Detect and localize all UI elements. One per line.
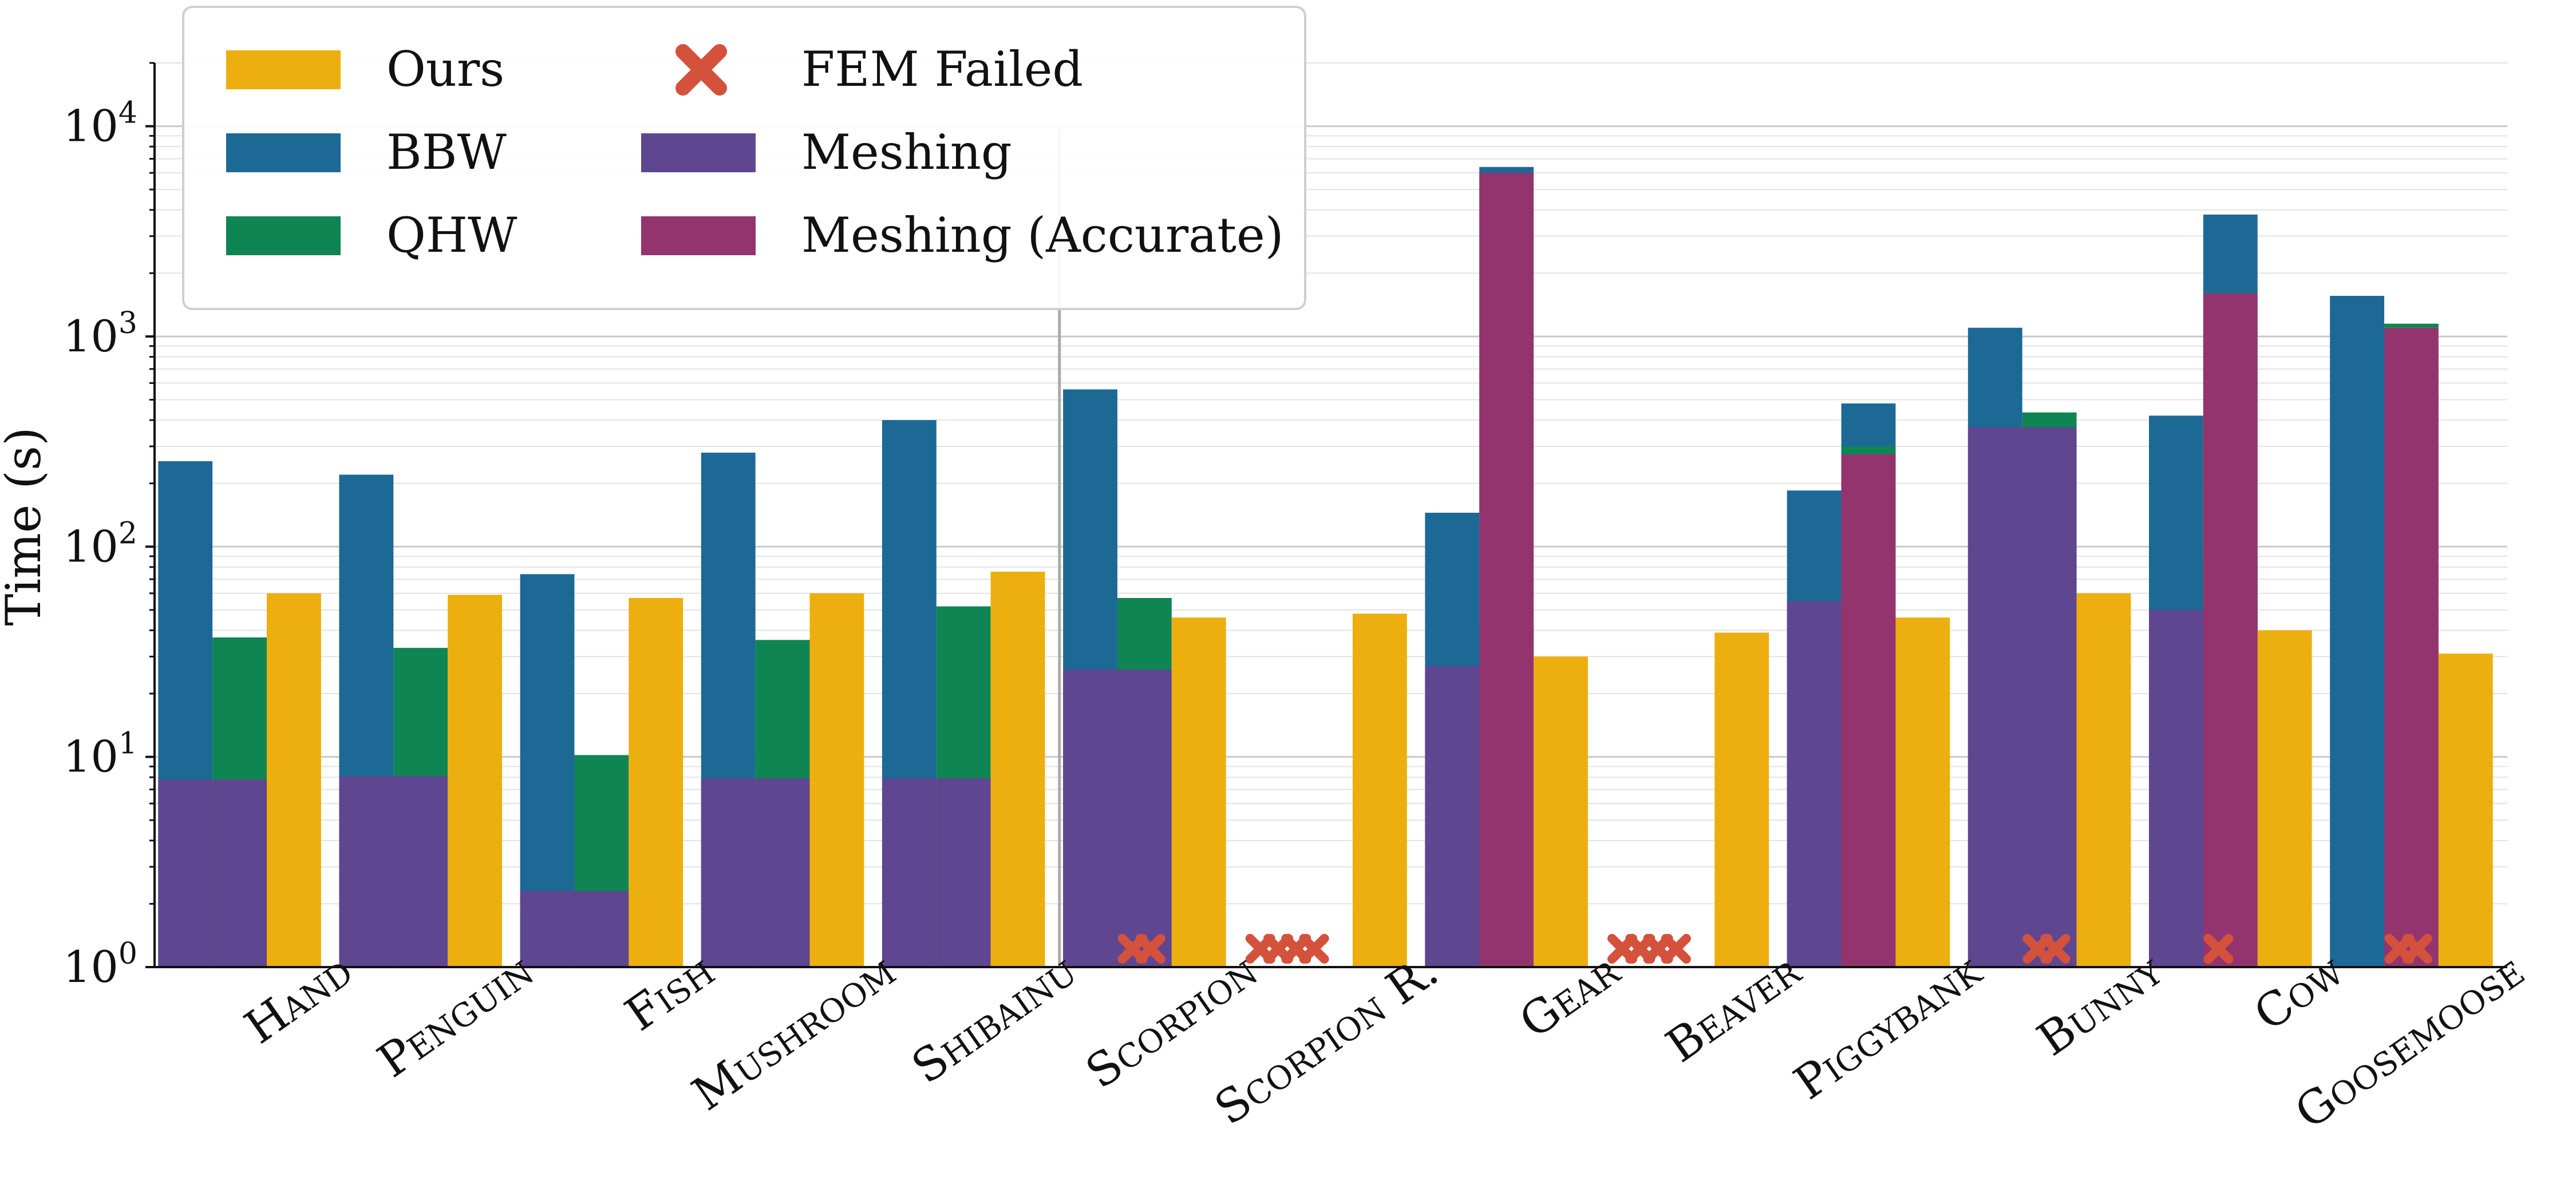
bar-ours	[990, 572, 1045, 967]
y-tick-label: 103	[63, 306, 137, 362]
bar-meshing-accurate	[1841, 454, 1896, 967]
bar-bbw-meshing	[2149, 609, 2203, 967]
legend-label: QHW	[386, 207, 517, 263]
bar-ours	[629, 597, 683, 967]
bar-qhw-meshing	[393, 776, 448, 967]
bar-bbw-meshing	[1967, 427, 2022, 967]
bar-qhw-meshing	[574, 891, 629, 967]
bar-ours	[2076, 593, 2131, 967]
fem-failed-marker	[1661, 934, 1691, 964]
bar-qhw-meshing	[755, 778, 810, 967]
fem-failed-marker-layer	[1117, 934, 2432, 964]
legend-label: Meshing	[801, 124, 1012, 180]
bar-ours	[809, 593, 864, 967]
y-tick-label: 101	[63, 727, 137, 782]
bar-ours	[448, 595, 503, 967]
y-axis-title: Time (s)	[0, 427, 52, 626]
legend-label: Ours	[386, 41, 504, 97]
legend-swatch	[226, 133, 341, 172]
axis-layer: 100 101 102 103 104 Time (s)	[0, 62, 2507, 992]
legend-label: FEM Failed	[801, 41, 1083, 97]
y-tick-label: 104	[63, 96, 137, 152]
bar-accurate-qhw	[2384, 323, 2439, 328]
bar-ours	[1534, 656, 1588, 967]
bar-bbw-meshing	[1063, 670, 1117, 967]
legend-swatch	[226, 50, 341, 89]
legend: Ours BBW QHW FEM Failed Meshing Meshing (Accu…	[182, 6, 1306, 310]
bar-bbw-meshing	[1787, 601, 1842, 967]
bar-bbw-meshing	[701, 778, 756, 967]
bar-meshing-accurate	[2203, 293, 2258, 968]
fem-failed-marker	[1135, 934, 1165, 964]
bar-bbw-meshing	[520, 891, 575, 967]
bar-bbw-meshing	[158, 779, 213, 967]
legend-fem-failed-marker	[675, 44, 727, 96]
bar-ours	[1714, 632, 1769, 967]
bar-qhw-meshing	[1117, 670, 1172, 967]
bar-ours	[2438, 654, 2493, 967]
fem-failed-marker	[2040, 934, 2071, 964]
bar-qhw-meshing	[212, 779, 267, 967]
bar-qhw-meshing	[2022, 427, 2077, 967]
legend-swatch	[226, 216, 341, 255]
bar-bbw	[2330, 295, 2385, 967]
bar-bbw-meshing	[1425, 666, 1480, 967]
bar-ours	[1171, 617, 1226, 967]
bar-ours	[1352, 613, 1407, 967]
legend-label: Meshing (Accurate)	[801, 207, 1283, 263]
legend-swatch	[641, 133, 756, 172]
y-tick-label: 100	[63, 937, 137, 992]
bar-ours	[267, 593, 321, 967]
bar-meshing-accurate	[1479, 173, 1534, 967]
fem-failed-marker	[2203, 934, 2234, 964]
bar-qhw-meshing	[936, 778, 991, 967]
category-label-layer: Hand Penguin FishMushroomShibainuScorpionS…	[235, 943, 2533, 1139]
bar-ours	[1895, 617, 1950, 967]
legend-swatch	[641, 216, 756, 255]
bar-bbw-meshing	[339, 776, 394, 967]
fem-failed-marker	[2402, 934, 2432, 964]
category-label: Mushroom	[683, 944, 904, 1121]
bar-bbw-meshing	[882, 778, 937, 967]
y-tick-label: 102	[63, 516, 137, 572]
legend-label: BBW	[386, 124, 507, 180]
bar-layer	[158, 167, 2493, 968]
bar-meshing-accurate	[2384, 327, 2439, 967]
bar-ours	[2257, 630, 2312, 967]
fem-failed-marker	[1299, 934, 1329, 964]
